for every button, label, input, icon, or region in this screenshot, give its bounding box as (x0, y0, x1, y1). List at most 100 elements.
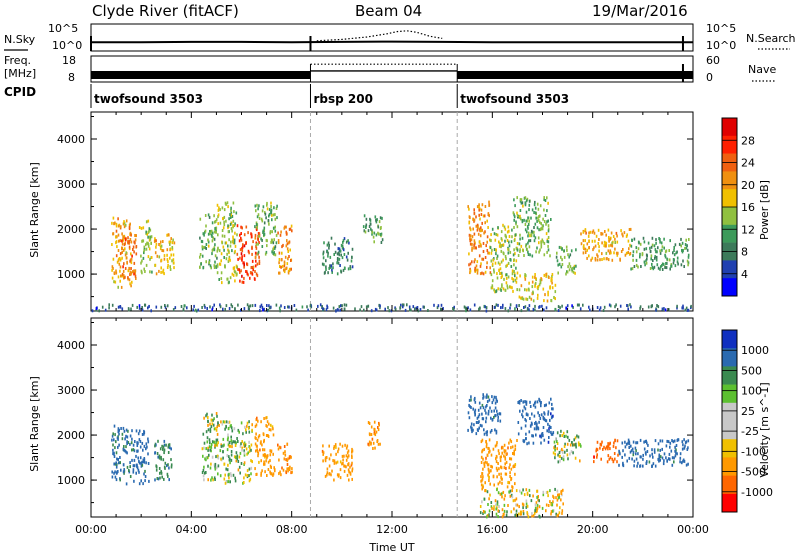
power-cell (520, 201, 523, 205)
velocity-cell (569, 452, 571, 456)
power-cell (211, 231, 214, 235)
power-cell (117, 285, 119, 289)
velocity-cell (282, 468, 285, 472)
power-cell (476, 228, 479, 232)
power-cell (515, 222, 517, 226)
power-cell (319, 303, 322, 307)
power-cell (629, 303, 631, 307)
power-cell (647, 305, 650, 309)
power-cell (537, 236, 540, 240)
power-cell (481, 271, 483, 275)
velocity-cell (127, 441, 130, 444)
power-cell (240, 252, 243, 256)
y-tick-label: 2000 (57, 429, 85, 442)
velocity-cell (657, 442, 660, 446)
power-cell (211, 239, 214, 243)
velocity-cell (139, 445, 142, 449)
power-cell (612, 235, 615, 238)
velocity-cell (575, 445, 577, 449)
velocity-cell (215, 466, 218, 470)
power-cell (626, 304, 628, 307)
power-cell (278, 306, 281, 310)
power-cell (241, 274, 243, 278)
power-cell (508, 235, 511, 238)
velocity-cell (135, 454, 137, 458)
power-cell (159, 243, 161, 247)
velocity-cell (552, 500, 554, 504)
power-cell (625, 251, 628, 255)
velocity-cell (167, 443, 170, 447)
velocity-cell (509, 438, 512, 442)
velocity-cell (212, 423, 215, 427)
power-cell (160, 258, 163, 262)
velocity-cell (165, 443, 167, 447)
power-cell (662, 262, 665, 266)
velocity-cell (481, 448, 484, 452)
power-cell (529, 234, 531, 238)
velocity-cell (507, 481, 509, 485)
power-cell (475, 215, 477, 219)
velocity-cell (475, 421, 478, 424)
power-cell (530, 232, 533, 236)
power-cell (484, 221, 486, 225)
power-cell (494, 238, 497, 242)
velocity-cell (213, 427, 216, 431)
velocity-cell (223, 443, 225, 447)
power-cell (115, 271, 118, 275)
power-cell (286, 262, 289, 266)
power-cell (111, 276, 114, 280)
velocity-cell (282, 451, 285, 455)
power-cell (120, 274, 122, 278)
velocity-cell (138, 461, 141, 465)
power-cell (598, 308, 601, 312)
power-cell (346, 258, 349, 262)
power-cell (207, 213, 210, 217)
power-cell (145, 220, 148, 224)
power-cell (375, 233, 378, 237)
velocity-cell (496, 409, 498, 413)
velocity-cell (286, 459, 289, 463)
power-cell (288, 241, 290, 245)
velocity-cell (147, 462, 150, 465)
power-cell (229, 258, 231, 262)
velocity-cell (210, 425, 213, 429)
power-cell (487, 251, 489, 255)
power-cell (593, 246, 595, 250)
power-cell (243, 244, 246, 248)
velocity-cell (129, 442, 131, 446)
velocity-cell (117, 458, 119, 461)
velocity-cell (134, 440, 136, 443)
power-cell (409, 308, 411, 312)
velocity-cell (531, 412, 533, 416)
velocity-cell (520, 426, 523, 430)
velocity-cell (645, 462, 648, 465)
power-cell (122, 274, 125, 278)
velocity-cell (376, 440, 378, 443)
power-cell (223, 220, 225, 224)
power-cell (537, 285, 540, 288)
velocity-cell (237, 468, 240, 472)
power-cell (615, 251, 618, 255)
power-cell (182, 307, 185, 311)
power-cell (521, 236, 524, 240)
velocity-cell (657, 448, 659, 452)
x-tick-label: 20:00 (577, 523, 609, 536)
velocity-cell (215, 443, 217, 447)
velocity-cell (490, 464, 492, 468)
power-cell (512, 278, 515, 282)
power-cell (654, 256, 656, 260)
velocity-cell (266, 474, 268, 477)
power-cell (255, 259, 257, 263)
velocity-cell (291, 467, 293, 471)
velocity-cell (556, 440, 558, 443)
power-cell (545, 306, 548, 310)
velocity-cell (497, 419, 499, 423)
power-cell (334, 250, 337, 254)
power-cell (682, 304, 684, 308)
velocity-cell (468, 403, 470, 407)
power-cell (419, 308, 422, 311)
power-cell (500, 260, 503, 264)
power-cell (646, 254, 648, 258)
power-cell (668, 308, 670, 312)
velocity-cell (486, 404, 488, 407)
